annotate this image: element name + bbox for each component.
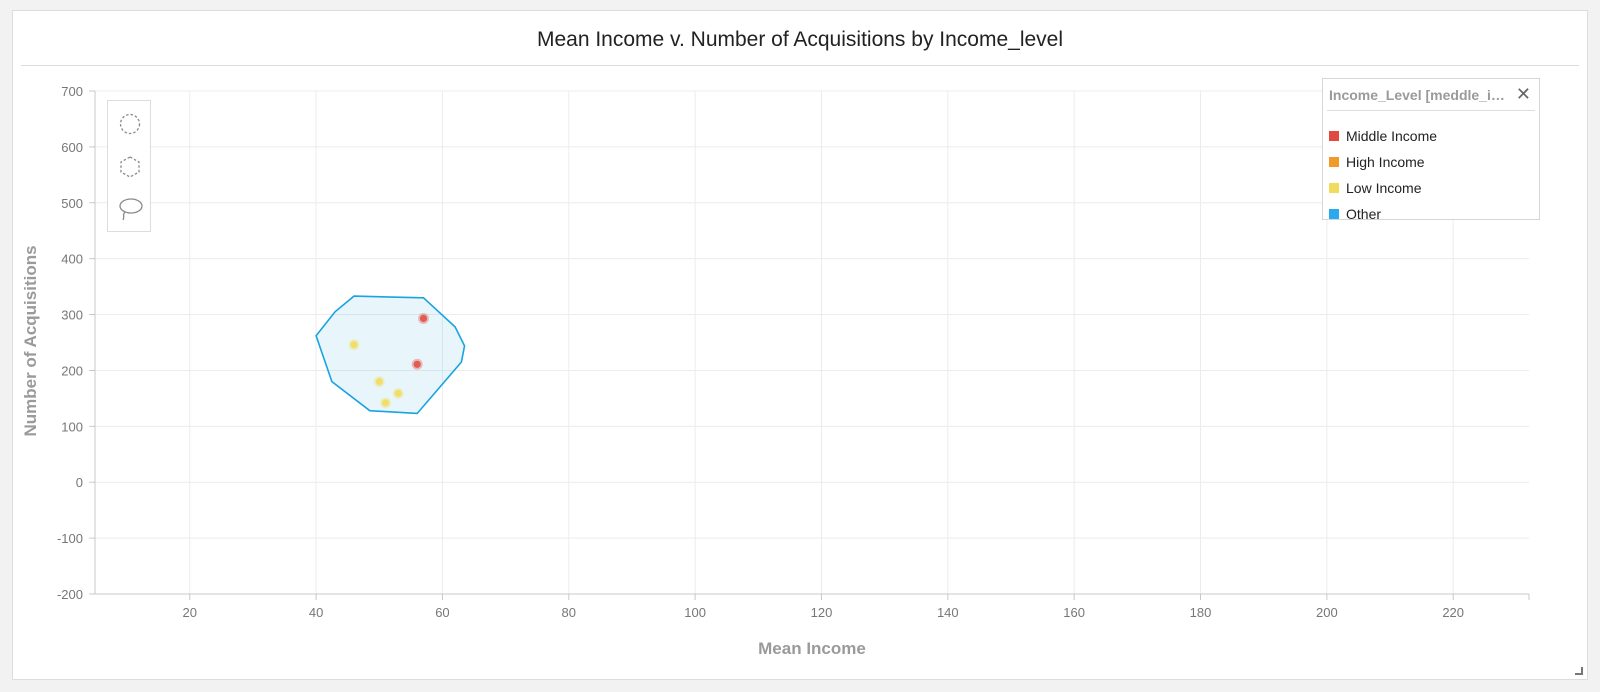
lasso-select-icon[interactable]: [116, 195, 144, 223]
chart-panel: Mean Income v. Number of Acquisitions by…: [12, 10, 1588, 680]
y-tick-label: 100: [61, 419, 83, 434]
y-tick-label: 0: [76, 475, 83, 490]
x-tick-label: 100: [684, 605, 706, 620]
data-point: [375, 378, 383, 386]
y-tick-label: -100: [57, 531, 83, 546]
tick-labels: 20 40 60 80 100 120 140 160 180 200 220 -200 -100 0 10…: [57, 84, 1464, 620]
title-divider: [21, 65, 1579, 66]
legend-item-low-income[interactable]: Low Income: [1329, 175, 1437, 201]
y-tick-label: 200: [61, 363, 83, 378]
legend-swatch: [1329, 209, 1339, 219]
x-tick-label: 60: [435, 605, 449, 620]
legend-panel: Income_Level [meddle_income_count] ✕ Mid…: [1322, 78, 1540, 222]
y-tick-label: -200: [57, 587, 83, 602]
resize-handle[interactable]: [1575, 667, 1583, 675]
circle-select-icon[interactable]: [116, 110, 144, 138]
y-tick-label: 700: [61, 84, 83, 99]
close-icon[interactable]: ✕: [1515, 84, 1531, 104]
legend-label: Low Income: [1346, 180, 1422, 196]
x-tick-label: 40: [309, 605, 323, 620]
lasso-selection: [315, 295, 466, 415]
data-point: [394, 389, 402, 397]
legend-item-high-income[interactable]: High Income: [1329, 149, 1437, 175]
x-tick-label: 220: [1442, 605, 1464, 620]
x-tick-label: 180: [1190, 605, 1212, 620]
x-tick-label: 160: [1063, 605, 1085, 620]
legend-divider: [1327, 110, 1535, 111]
axes: [89, 90, 1530, 600]
legend-label: High Income: [1346, 154, 1425, 170]
lasso-selection-shape: [315, 295, 466, 415]
legend-item-other[interactable]: Other: [1329, 201, 1437, 227]
legend-title: Income_Level [meddle_income_count]: [1329, 87, 1505, 103]
selection-toolbar: [107, 100, 151, 232]
x-tick-label: 200: [1316, 605, 1338, 620]
data-point: [350, 341, 358, 349]
data-point: [419, 314, 428, 323]
data-point: [413, 360, 421, 368]
legend-swatch: [1329, 183, 1339, 193]
x-tick-label: 140: [937, 605, 959, 620]
x-tick-label: 80: [562, 605, 576, 620]
legend-label: Other: [1346, 206, 1382, 222]
y-tick-label: 500: [61, 196, 83, 211]
grid-lines: [95, 90, 1529, 595]
legend-swatch: [1329, 157, 1339, 167]
legend-swatch: [1329, 131, 1339, 141]
x-tick-label: 120: [811, 605, 833, 620]
chart-title: Mean Income v. Number of Acquisitions by…: [536, 28, 1064, 51]
y-tick-label: 400: [61, 252, 83, 267]
data-point: [381, 399, 390, 407]
y-axis-title: Number of Acquisitions: [21, 245, 40, 436]
legend-item-middle-income[interactable]: Middle Income: [1329, 123, 1437, 149]
y-tick-label: 600: [61, 140, 83, 155]
y-tick-label: 300: [61, 308, 83, 323]
legend-items: Middle Income High Income Low Income Oth…: [1329, 123, 1437, 227]
x-axis-title: Mean Income: [758, 639, 866, 658]
legend-label: Middle Income: [1346, 128, 1438, 144]
x-tick-label: 20: [183, 605, 197, 620]
data-points: [348, 312, 429, 409]
polygon-select-icon[interactable]: [116, 153, 144, 181]
